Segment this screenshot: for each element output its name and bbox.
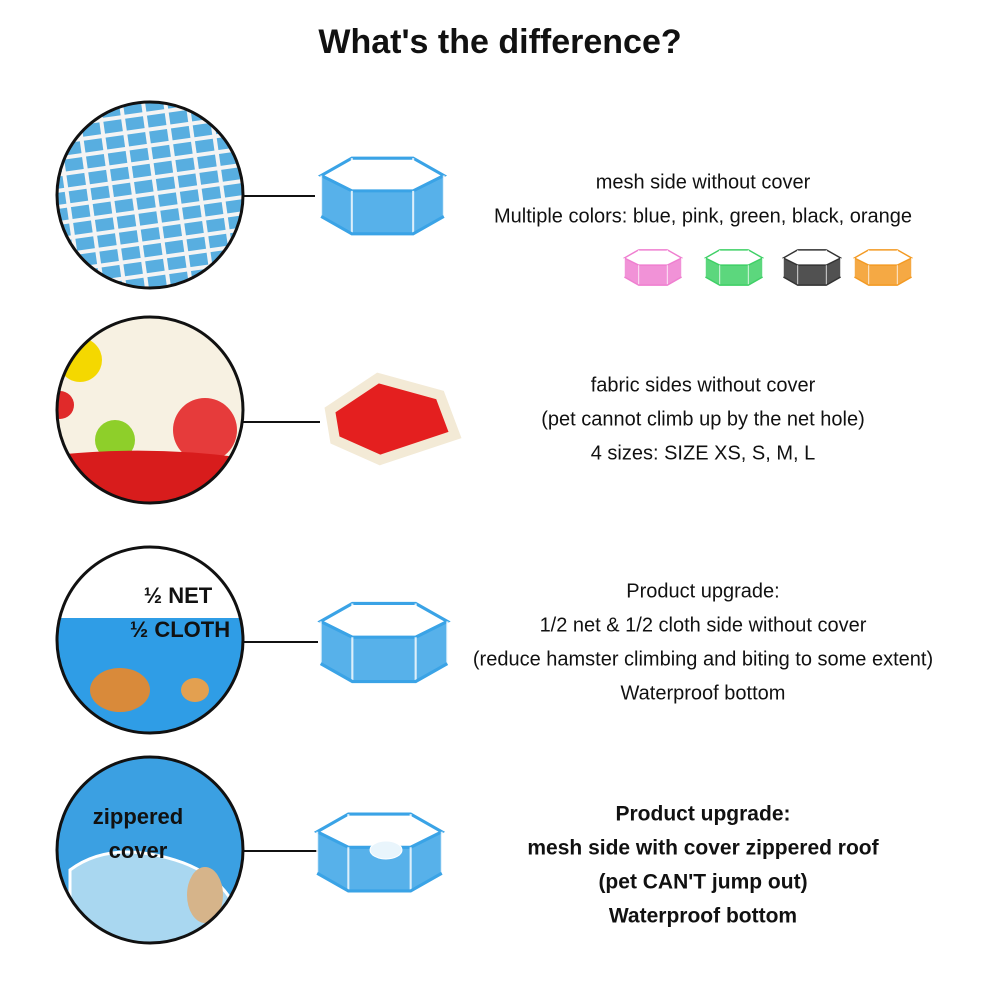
description-line: Product upgrade: [615, 803, 790, 826]
circle-label: ½ CLOTH [130, 617, 230, 642]
description-line: Waterproof bottom [609, 905, 797, 928]
row-1-illustration [55, 100, 913, 290]
description-line: mesh side without cover [596, 171, 811, 193]
description-line: 4 sizes: SIZE XS, S, M, L [591, 442, 816, 464]
description-line: mesh side with cover zippered roof [527, 837, 879, 860]
title: What's the difference? [318, 23, 681, 61]
row-3-illustration [55, 545, 449, 735]
description-line: (reduce hamster climbing and biting to s… [473, 648, 933, 670]
description-line: Product upgrade: [626, 580, 779, 602]
description-line: fabric sides without cover [591, 374, 816, 396]
description-line: (pet CAN'T jump out) [598, 871, 807, 894]
circle-label: cover [109, 838, 168, 863]
description-line: (pet cannot climb up by the net hole) [541, 408, 865, 430]
description-line: Waterproof bottom [621, 682, 786, 704]
description-line: Multiple colors: blue, pink, green, blac… [494, 205, 912, 227]
circle-label: ½ NET [144, 583, 213, 608]
circle-label: zippered [93, 804, 183, 829]
row-2-illustration [55, 315, 462, 505]
row-4-illustration [55, 755, 444, 945]
description-line: 1/2 net & 1/2 cloth side without cover [540, 614, 867, 636]
